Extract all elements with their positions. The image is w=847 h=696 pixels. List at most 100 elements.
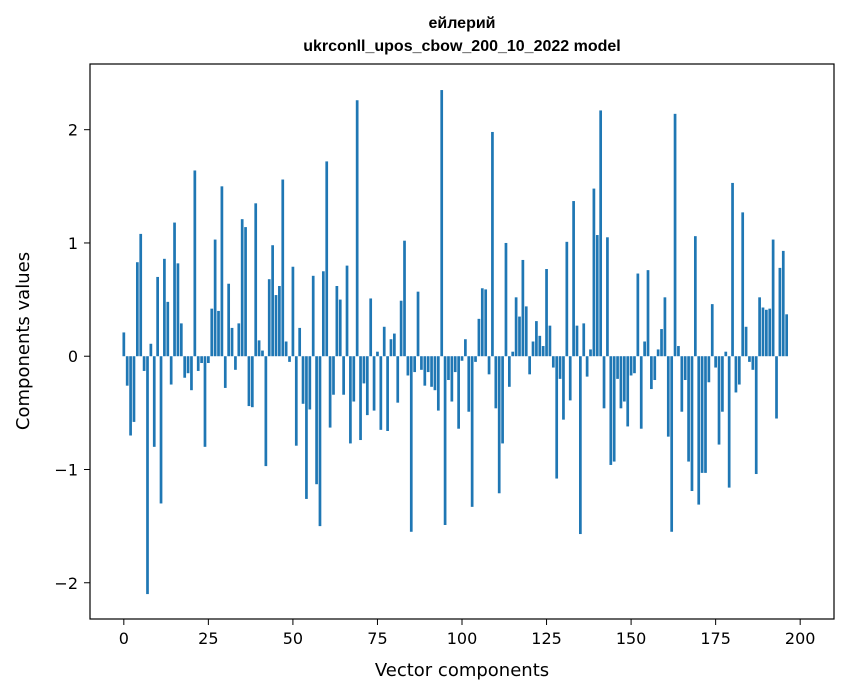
bar	[585, 356, 589, 377]
bar	[514, 297, 518, 357]
bar	[555, 356, 559, 479]
bar	[156, 276, 159, 357]
y-axis-ticks: −2 −1 0 1 2	[54, 121, 90, 593]
bar	[267, 279, 271, 357]
chart-title-line-1: ейлерий	[428, 15, 495, 32]
bar	[710, 304, 714, 357]
bar	[602, 356, 606, 409]
bar	[399, 300, 403, 357]
bar	[599, 110, 603, 357]
bar	[223, 356, 227, 388]
bar	[298, 327, 302, 357]
bar	[575, 325, 579, 357]
bar	[305, 356, 308, 499]
bar	[257, 340, 261, 357]
bar	[460, 356, 464, 361]
bar	[707, 356, 711, 383]
bar	[321, 271, 325, 357]
bar	[332, 356, 335, 395]
bar	[413, 356, 417, 373]
bar	[687, 356, 690, 462]
x-tick-label: 175	[700, 629, 731, 648]
bar	[484, 289, 488, 357]
bar	[244, 227, 247, 357]
bar	[775, 356, 778, 419]
bar	[338, 299, 342, 357]
bar	[365, 356, 369, 416]
bar	[325, 161, 329, 357]
bar	[230, 327, 234, 357]
bar	[541, 346, 545, 357]
bar	[622, 356, 626, 402]
bar	[190, 356, 193, 391]
bar	[487, 356, 491, 375]
bar	[447, 356, 450, 381]
bar	[480, 288, 484, 357]
bar	[771, 239, 775, 357]
bar	[616, 356, 619, 379]
bar	[200, 356, 203, 364]
bar	[609, 356, 613, 465]
bar	[474, 356, 477, 362]
bar	[430, 356, 433, 387]
bar	[507, 356, 511, 387]
bar	[234, 356, 237, 370]
bar	[443, 356, 447, 525]
bar	[619, 356, 623, 409]
bar	[386, 356, 389, 431]
bar	[450, 356, 454, 402]
bar	[660, 329, 663, 357]
bar	[254, 203, 258, 357]
bar	[288, 356, 291, 362]
bar	[565, 241, 569, 357]
bar	[217, 310, 220, 357]
bar	[382, 326, 386, 357]
bar	[440, 90, 444, 357]
bar	[227, 283, 231, 357]
bar	[592, 188, 596, 357]
x-tick-label: 50	[283, 629, 303, 648]
bar	[406, 356, 410, 376]
y-tick-label: 1	[68, 234, 78, 253]
bar	[436, 356, 440, 411]
bar	[538, 335, 542, 357]
bar	[518, 316, 521, 357]
bar	[186, 356, 190, 374]
bar	[376, 351, 379, 357]
bar	[677, 346, 680, 357]
bar	[531, 341, 535, 357]
bar	[379, 356, 383, 430]
bar	[491, 131, 494, 357]
bar	[643, 341, 646, 357]
bar	[240, 219, 244, 357]
bar	[183, 356, 187, 378]
bar	[721, 356, 724, 412]
bar	[467, 356, 471, 412]
bar	[278, 286, 281, 357]
bar	[393, 333, 396, 357]
bar	[291, 266, 295, 357]
bar	[572, 201, 575, 357]
bar	[535, 321, 538, 357]
bar	[169, 356, 173, 385]
bar	[173, 222, 176, 357]
bar	[690, 356, 694, 492]
bar	[403, 240, 406, 357]
bar	[396, 356, 400, 403]
bar	[477, 318, 481, 357]
bar	[751, 356, 755, 370]
bar	[362, 356, 366, 384]
bar	[717, 356, 721, 445]
bar	[683, 356, 687, 381]
bar	[389, 339, 393, 357]
bar	[369, 298, 373, 357]
bar	[595, 235, 599, 357]
y-tick-label: 0	[68, 347, 78, 366]
bar	[748, 356, 751, 362]
bar	[308, 356, 312, 410]
bar	[125, 356, 129, 386]
bar	[504, 242, 508, 357]
bar	[237, 323, 241, 357]
bar	[349, 356, 352, 444]
